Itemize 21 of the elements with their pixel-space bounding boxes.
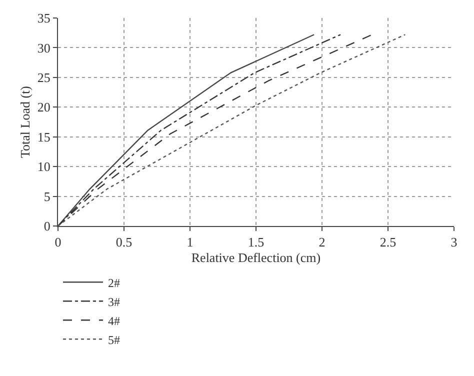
- x-tick-label: 2: [318, 234, 326, 250]
- x-axis-title: Relative Deflection (cm): [191, 250, 321, 266]
- y-tick-label: 0: [44, 218, 50, 234]
- y-tick-label: 25: [37, 70, 50, 85]
- legend-label: 4#: [108, 314, 120, 328]
- legend-label: 2#: [108, 276, 120, 290]
- y-tick-label: 35: [37, 10, 50, 26]
- y-tick-label: 30: [37, 40, 50, 56]
- x-tick-label: 0.5: [116, 234, 132, 250]
- legend-label: 3#: [108, 294, 120, 309]
- y-tick-label: 15: [37, 129, 50, 144]
- x-tick-label: 2.5: [380, 234, 396, 250]
- y-axis-title: Total Load (t): [17, 86, 32, 158]
- y-tick-label: 5: [44, 188, 50, 204]
- y-tick-label: 20: [37, 100, 50, 115]
- x-tick-label: 1.5: [248, 234, 264, 250]
- x-tick-label: 1: [186, 234, 194, 250]
- x-tick-label: 3: [450, 234, 458, 250]
- x-tick-label: 0: [54, 234, 62, 250]
- y-tick-label: 10: [37, 159, 50, 174]
- legend-label: 5#: [108, 332, 120, 347]
